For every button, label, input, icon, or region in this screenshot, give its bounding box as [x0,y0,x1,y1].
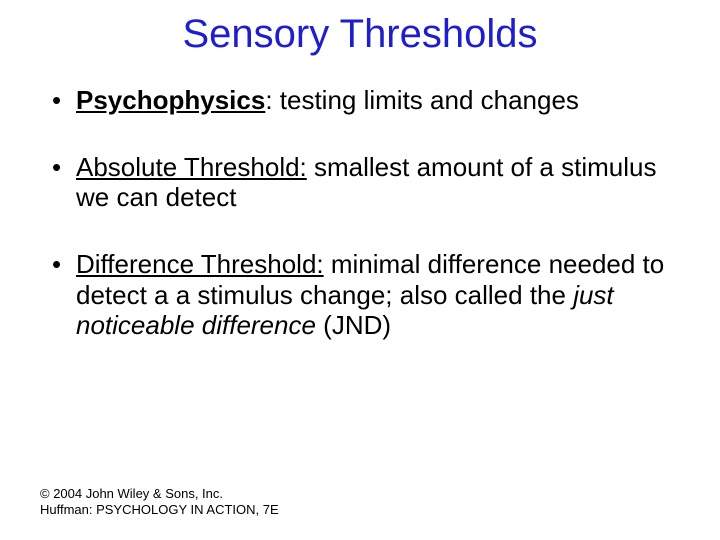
bullet-term: Difference Threshold: [76,249,324,279]
bullet-term: Absolute Threshold: [76,152,307,182]
bullet-item: Difference Threshold: minimal difference… [46,249,680,341]
bullet-text: (JND) [316,310,391,340]
bullet-item: Psychophysics: testing limits and change… [46,85,680,116]
citation-line: Huffman: PSYCHOLOGY IN ACTION, 7E [40,502,279,518]
bullet-text: : testing limits and changes [265,85,579,115]
copyright-line: © 2004 John Wiley & Sons, Inc. [40,486,279,502]
slide: Sensory Thresholds Psychophysics: testin… [0,0,720,540]
bullet-list: Psychophysics: testing limits and change… [40,85,680,341]
footer: © 2004 John Wiley & Sons, Inc. Huffman: … [40,486,279,519]
bullet-item: Absolute Threshold: smallest amount of a… [46,152,680,213]
bullet-term: Psychophysics [76,85,265,115]
slide-title: Sensory Thresholds [40,12,680,57]
